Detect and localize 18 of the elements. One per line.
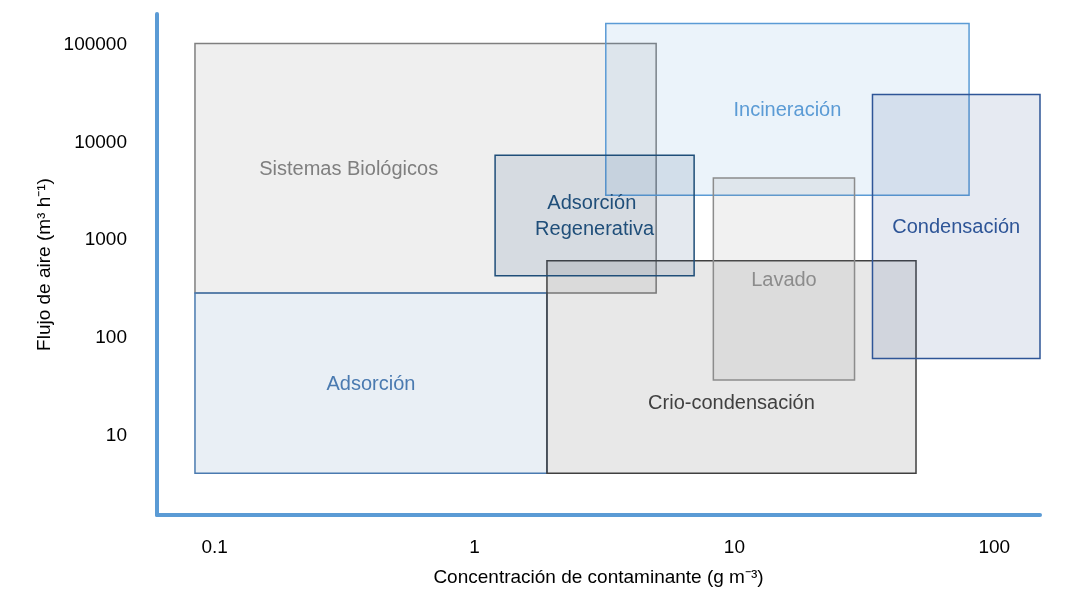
y-tick-label: 100000	[63, 32, 127, 54]
legend-label: Adsorción	[326, 372, 416, 395]
legend-label: Sistemas Biológicos	[259, 157, 439, 180]
y-tick-label: 10	[105, 423, 127, 445]
y-tick-label: 100	[95, 326, 127, 348]
y-axis-title: Flujo de aire (m³ h⁻¹)	[32, 178, 54, 351]
y-tick-label: 1000	[84, 228, 127, 250]
x-tick-label: 10	[723, 536, 745, 557]
x-tick-label: 1	[469, 536, 480, 557]
y-tick-label: 10000	[74, 130, 127, 152]
legend-label: Incineración	[733, 98, 842, 121]
legend-label: Adsorción Regenerativa	[535, 191, 655, 240]
legend-label: Lavado	[751, 268, 817, 291]
legend-label: Condensación	[892, 215, 1021, 238]
x-tick-label: 100	[978, 536, 1011, 557]
x-tick-label: 0.1	[201, 536, 228, 557]
legend-label: Crio-condensación	[648, 391, 815, 414]
x-axis-title: Concentración de contaminante (g m⁻³)	[433, 566, 764, 587]
